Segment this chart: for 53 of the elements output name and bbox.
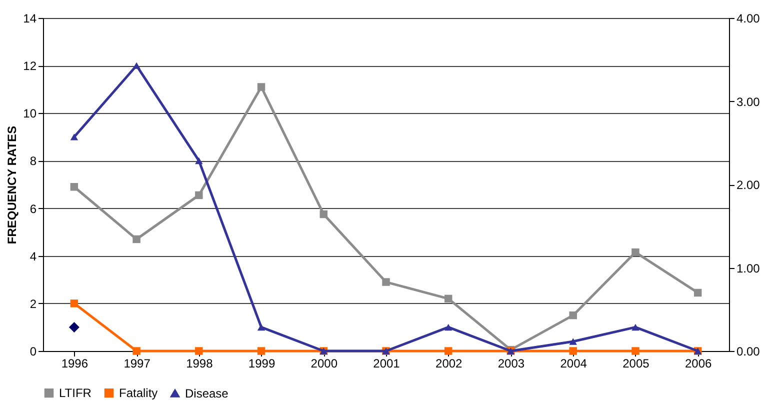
point: [569, 311, 577, 320]
point: [195, 347, 203, 355]
legend-label: LTIFR: [59, 386, 92, 400]
y-tick-label: 6: [30, 202, 37, 216]
x-tick-label: 1997: [124, 356, 151, 370]
x-tick-label: 1999: [248, 356, 276, 370]
point: [70, 300, 78, 308]
y2-tick-label: 0.00: [736, 344, 760, 358]
x-tick-label: 2006: [684, 356, 712, 370]
point: [382, 278, 390, 286]
point: [569, 347, 577, 355]
legend-label: Fatality: [119, 386, 158, 400]
point: [632, 324, 640, 331]
point: [632, 248, 640, 256]
point: [70, 183, 78, 191]
y-axis-title: FREQUENCY RATES: [5, 126, 20, 244]
point: [257, 324, 266, 331]
point: [444, 294, 452, 303]
point: [70, 134, 78, 140]
y2-tick-label: 3.00: [736, 94, 760, 109]
x-tick-label: 2002: [436, 356, 463, 370]
point: [195, 157, 203, 164]
point: [694, 288, 702, 297]
point: [257, 83, 266, 91]
point: [132, 62, 140, 69]
y2-tick-label: 1.00: [736, 261, 760, 276]
x-tick-label: 1998: [186, 356, 214, 370]
point: [257, 347, 266, 355]
point: [68, 322, 80, 332]
y2-tick-label: 4.00: [736, 12, 760, 26]
y-tick-label: 8: [30, 154, 37, 168]
x-tick-label: 2003: [498, 356, 525, 370]
point: [569, 338, 577, 345]
legend-label: Disease: [185, 386, 229, 400]
point: [195, 191, 203, 200]
y-tick-label: 0: [30, 344, 37, 358]
point: [132, 347, 140, 355]
x-tick-label: 2005: [622, 356, 650, 370]
point: [444, 324, 452, 331]
x-tick-label: 2004: [560, 356, 588, 370]
y-tick-label: 10: [23, 106, 37, 121]
y-tick-label: 12: [23, 59, 37, 74]
x-tick-label: 1996: [61, 356, 88, 370]
y-tick-label: 2: [30, 296, 37, 311]
x-tick-label: 2001: [373, 356, 400, 370]
point: [632, 347, 640, 355]
point: [444, 347, 452, 355]
point: [320, 210, 328, 218]
x-tick-label: 2000: [310, 356, 338, 370]
y-tick-label: 4: [30, 249, 37, 264]
point: [132, 235, 140, 244]
y2-tick-label: 2.00: [736, 178, 760, 192]
y-tick-label: 14: [23, 12, 37, 26]
